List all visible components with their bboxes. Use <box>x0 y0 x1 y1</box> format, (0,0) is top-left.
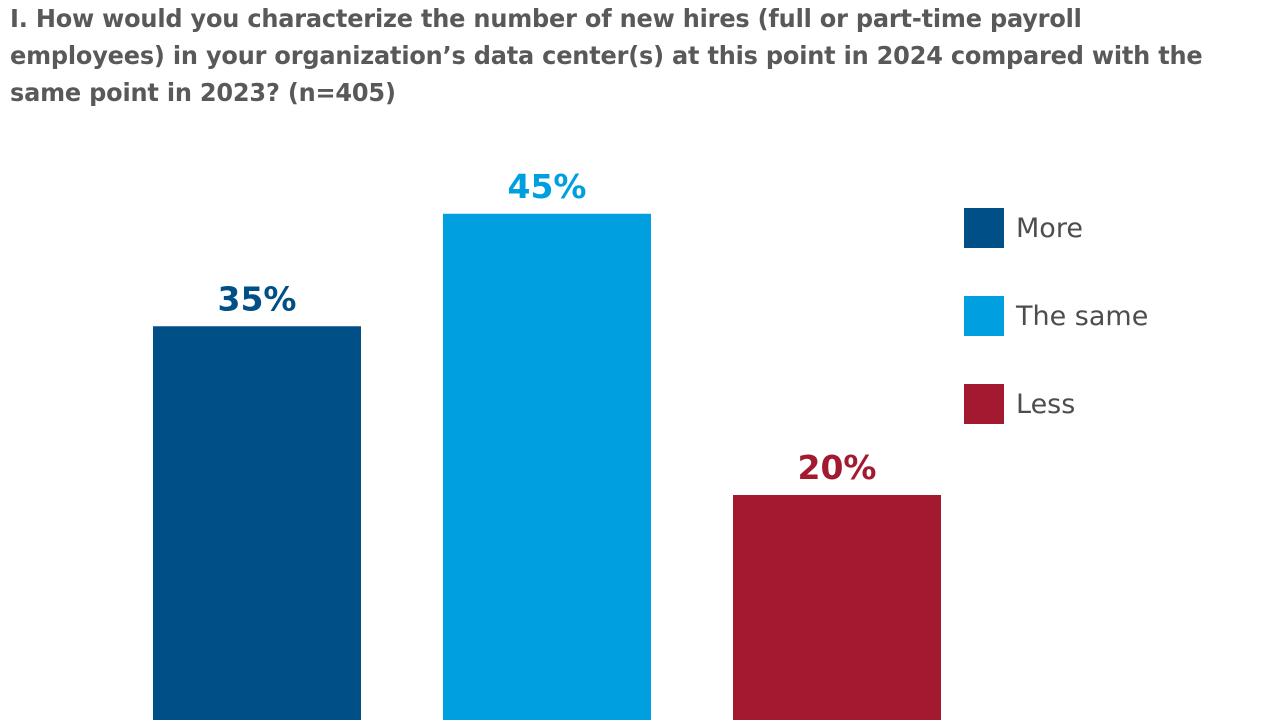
legend-label-the-same: The same <box>1016 300 1149 332</box>
value-label-less: 20% <box>798 448 877 487</box>
legend-item-more: More <box>964 208 1148 248</box>
legend-label-more: More <box>1016 212 1083 244</box>
legend-swatch-the-same <box>964 296 1004 336</box>
chart-legend: More The same Less <box>964 208 1148 472</box>
legend-swatch-more <box>964 208 1004 248</box>
legend-item-the-same: The same <box>964 296 1148 336</box>
legend-item-less: Less <box>964 384 1148 424</box>
value-label-the-same: 45% <box>508 167 587 206</box>
legend-swatch-less <box>964 384 1004 424</box>
value-label-more: 35% <box>218 279 297 318</box>
bar-more <box>153 326 361 720</box>
legend-label-less: Less <box>1016 388 1076 420</box>
bar-the-same <box>443 213 651 720</box>
bar-less <box>733 495 941 720</box>
chart-title: I. How would you characterize the number… <box>10 4 1203 107</box>
